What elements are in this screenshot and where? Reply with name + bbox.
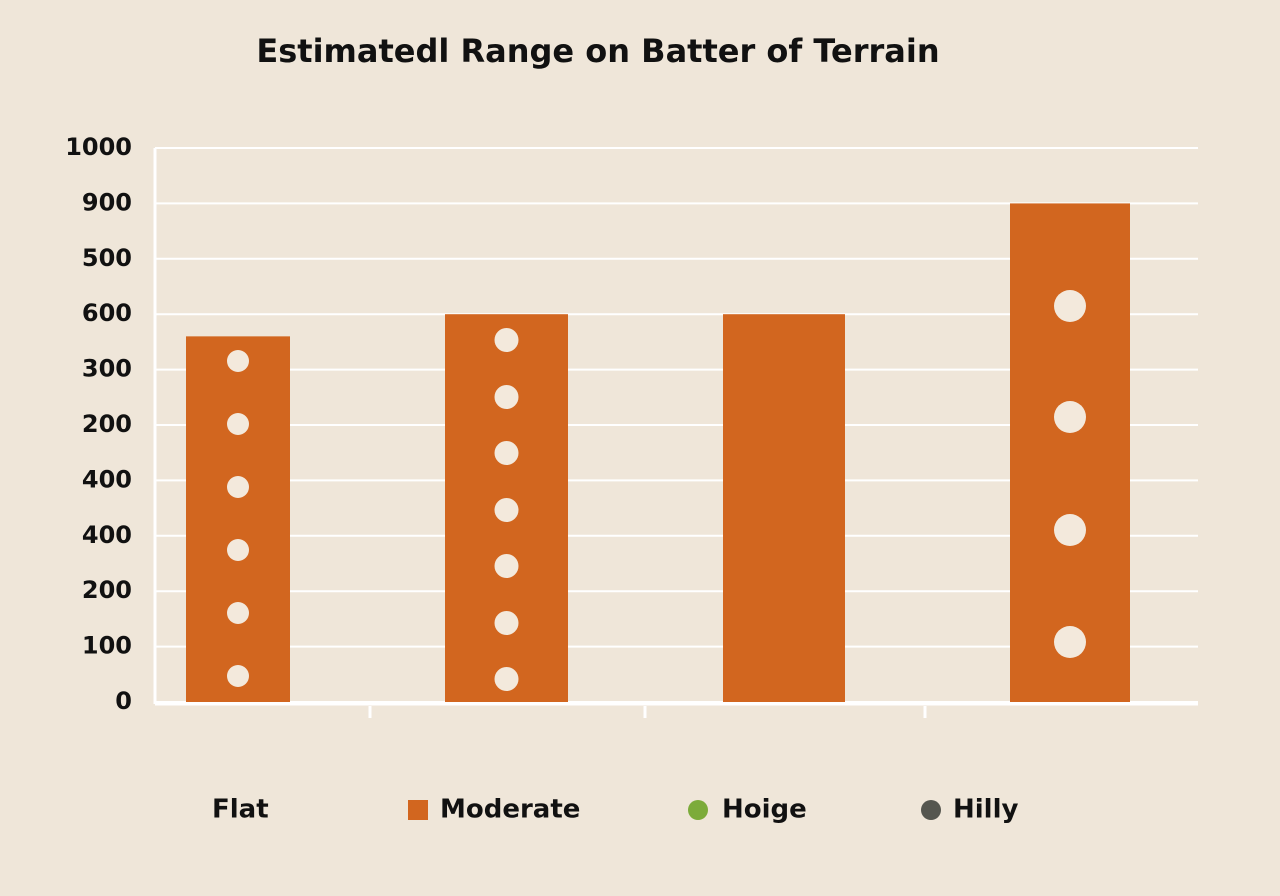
bar-dot	[227, 413, 249, 435]
bar	[186, 336, 290, 702]
bar-dot	[227, 476, 249, 498]
legend-label: Moderate	[440, 795, 580, 825]
bar-dot	[494, 498, 519, 522]
bar-dot	[227, 539, 249, 561]
y-tick-label: 200	[82, 576, 132, 604]
bar-dot	[1054, 514, 1086, 546]
bar-dot	[494, 328, 519, 352]
bar-dot	[494, 611, 519, 635]
y-tick-label: 200	[82, 410, 132, 438]
bar-dot	[1054, 401, 1086, 433]
y-tick-label: 400	[82, 465, 132, 493]
legend-swatch	[921, 800, 941, 820]
bar	[1010, 203, 1130, 702]
chart-title: Estimatedl Range on Batter of Terrain	[256, 32, 939, 70]
bar-dot	[1054, 290, 1086, 322]
bar-dot	[227, 602, 249, 624]
y-tick-label: 900	[82, 188, 132, 216]
bar-dot	[1054, 626, 1086, 658]
bar-dot	[494, 667, 519, 691]
y-tick-label: 600	[82, 299, 132, 327]
bar-dot	[494, 385, 519, 409]
bar-dot	[494, 441, 519, 465]
bar-dot	[494, 554, 519, 578]
legend-label: Hilly	[953, 795, 1018, 825]
bar-dot	[227, 665, 249, 687]
y-tick-label: 300	[82, 355, 132, 383]
legend-label: Flat	[212, 795, 269, 825]
y-tick-label: 500	[82, 244, 132, 272]
legend-swatch	[408, 800, 428, 820]
y-tick-label: 400	[82, 521, 132, 549]
bar	[723, 314, 845, 702]
y-tick-label: 1000	[65, 133, 132, 161]
y-tick-label: 0	[115, 687, 132, 715]
legend-label: Hoige	[722, 795, 807, 825]
y-tick-label: 100	[82, 632, 132, 660]
bar-dot	[227, 350, 249, 372]
legend-swatch	[688, 800, 708, 820]
